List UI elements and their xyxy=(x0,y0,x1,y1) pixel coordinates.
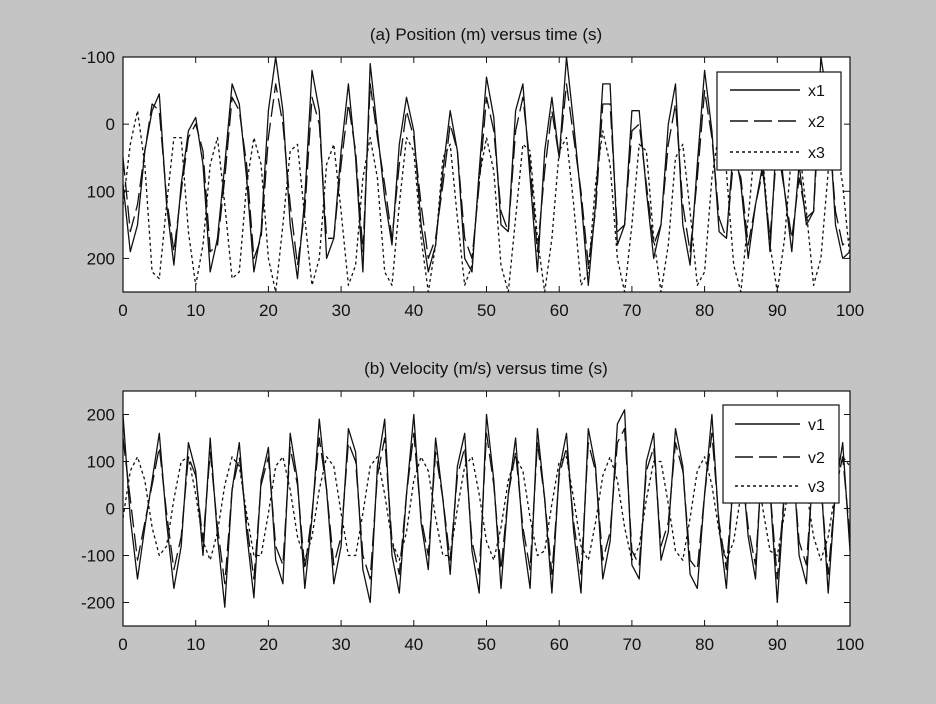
y-tick-label: 100 xyxy=(87,182,115,201)
legend-label-v3: v3 xyxy=(808,479,825,496)
series-layer xyxy=(122,56,851,293)
x-tick-label: 40 xyxy=(404,635,423,654)
series-line-x2 xyxy=(122,83,851,266)
x-tick-label: 90 xyxy=(768,301,787,320)
x-tick-label: 100 xyxy=(836,301,864,320)
series-line-v3 xyxy=(122,456,851,561)
x-tick-label: 0 xyxy=(118,635,127,654)
legend-label-v2: v2 xyxy=(808,450,825,467)
legend-label-v1: v1 xyxy=(808,417,825,434)
y-tick-label: 0 xyxy=(106,500,115,519)
y-tick-label: -200 xyxy=(81,594,115,613)
x-tick-label: 80 xyxy=(695,635,714,654)
y-tick-label: 200 xyxy=(87,249,115,268)
x-tick-label: 40 xyxy=(404,301,423,320)
x-tick-label: 20 xyxy=(259,635,278,654)
series-line-v2 xyxy=(122,427,851,585)
ticks-layer: 0 10 20 30 40 50 60 70 80 90 100 -100 0 100 200 xyxy=(81,48,864,320)
y-tick-label: 0 xyxy=(106,115,115,134)
x-tick-label: 20 xyxy=(259,301,278,320)
x-tick-label: 60 xyxy=(550,301,569,320)
x-tick-label: 80 xyxy=(695,301,714,320)
position-chart: (a) Position (m) versus time (s) 0 10 20 30… xyxy=(81,25,864,320)
x-tick-label: 30 xyxy=(332,635,351,654)
x-tick-label: 30 xyxy=(332,301,351,320)
legend: x1 x2 x3 xyxy=(716,71,842,171)
chart-title: (b) Velocity (m/s) versus time (s) xyxy=(364,359,608,378)
legend-label-x3: x3 xyxy=(808,145,825,162)
legend-box xyxy=(722,404,840,504)
velocity-chart: (b) Velocity (m/s) versus time (s) 0 10 20… xyxy=(81,359,864,654)
x-tick-label: 50 xyxy=(477,301,496,320)
x-tick-label: 100 xyxy=(836,635,864,654)
series-line-v1 xyxy=(122,409,851,608)
x-tick-label: 0 xyxy=(118,301,127,320)
y-tick-label: 100 xyxy=(87,453,115,472)
x-tick-label: 10 xyxy=(186,635,205,654)
series-line-x3 xyxy=(122,110,851,293)
ticks-layer: 0 10 20 30 40 50 60 70 80 90 100 -200 -100 0 100 200 xyxy=(81,391,864,654)
x-tick-label: 10 xyxy=(186,301,205,320)
y-tick-label: -100 xyxy=(81,547,115,566)
y-tick-label: -100 xyxy=(81,48,115,67)
x-tick-label: 60 xyxy=(550,635,569,654)
series-layer xyxy=(122,409,851,608)
legend-label-x2: x2 xyxy=(808,114,825,131)
y-tick-label: 200 xyxy=(87,406,115,425)
x-tick-label: 70 xyxy=(622,301,641,320)
x-tick-label: 70 xyxy=(622,635,641,654)
legend: v1 v2 v3 xyxy=(722,404,840,504)
legend-label-x1: x1 xyxy=(808,83,825,100)
chart-title: (a) Position (m) versus time (s) xyxy=(370,25,602,44)
x-tick-label: 50 xyxy=(477,635,496,654)
x-tick-label: 90 xyxy=(768,635,787,654)
